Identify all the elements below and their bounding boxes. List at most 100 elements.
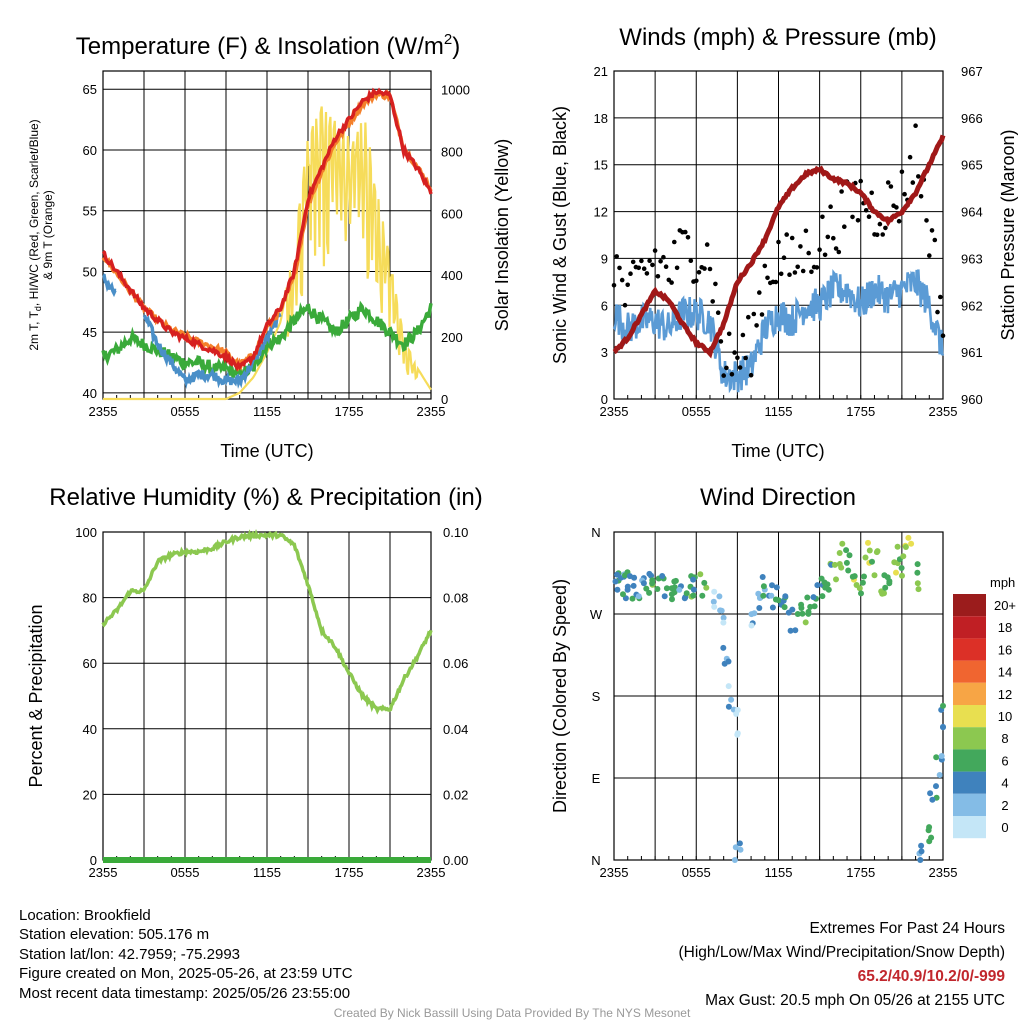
- colorbar-swatch: [953, 594, 986, 617]
- colorbar-label: 20+: [994, 598, 1016, 613]
- wind-direction-point: [699, 592, 706, 599]
- wind-direction-point: [737, 846, 744, 853]
- colorbar-swatch: [953, 749, 986, 772]
- wind-direction-point: [720, 644, 727, 651]
- gust-point: [630, 259, 636, 265]
- colorbar-swatch: [953, 616, 986, 639]
- gust-point: [817, 247, 822, 252]
- gust-point: [800, 268, 806, 274]
- panel3-title: Relative Humidity (%) & Precipitation (i…: [49, 484, 482, 511]
- wind-direction-point: [940, 702, 946, 709]
- y-right-tick-label: 0.02: [443, 787, 468, 802]
- wind-direction-point: [725, 658, 732, 665]
- wind-direction-point: [908, 540, 915, 547]
- wind-direction-point: [845, 567, 852, 574]
- gust-point: [672, 239, 677, 245]
- panel4-title: Wind Direction: [700, 484, 856, 511]
- gust-point: [710, 299, 715, 304]
- gust-point: [839, 189, 844, 194]
- gust-point: [842, 224, 847, 229]
- gust-point: [814, 265, 820, 270]
- wind-direction-point: [731, 857, 738, 863]
- wind-direction-point: [918, 842, 925, 849]
- x-tick-label: 2355: [417, 404, 446, 419]
- y-tick-label: W: [590, 607, 603, 622]
- wind-direction-point: [701, 579, 708, 586]
- x-tick-label: 2355: [417, 865, 446, 880]
- wind-direction-point: [915, 586, 922, 593]
- gust-point: [828, 204, 833, 209]
- wind-direction-point: [838, 564, 845, 571]
- wind-direction-point: [649, 580, 656, 587]
- wind-direction-point: [690, 586, 697, 593]
- x-tick-label: 0555: [682, 404, 711, 419]
- y-tick-label: 40: [83, 722, 97, 737]
- gust-point: [715, 310, 721, 316]
- wind-direction-point: [631, 574, 638, 581]
- gust-point: [809, 269, 814, 275]
- wind-direction-point: [843, 547, 850, 554]
- y-right-tick-label: 0.06: [443, 656, 468, 671]
- wind-direction-point: [734, 731, 741, 738]
- wind-direction-point: [681, 595, 688, 602]
- panel2-xlabel: Time (UTC): [731, 441, 824, 461]
- wind-direction-point: [720, 619, 727, 626]
- wind-direction-point: [833, 576, 839, 583]
- y-right-tick-label: 965: [961, 158, 983, 173]
- gust-point: [614, 254, 619, 259]
- x-tick-label: 0555: [682, 865, 711, 880]
- wind-direction-point: [760, 592, 767, 599]
- y-tick-label: 20: [83, 787, 97, 802]
- wind-direction-point: [859, 579, 866, 586]
- y-tick-label: S: [592, 689, 601, 704]
- wind-direction-point: [940, 723, 946, 730]
- wind-direction-point: [929, 796, 936, 803]
- wind-direction-point: [802, 619, 809, 626]
- gust-point: [836, 249, 842, 255]
- gust-point: [663, 264, 669, 270]
- gust-point: [696, 270, 702, 275]
- gust-point: [855, 218, 861, 223]
- gust-point: [704, 242, 710, 247]
- gust-point: [938, 294, 943, 300]
- gust-point: [935, 309, 940, 315]
- wind-direction-point: [612, 578, 619, 585]
- y-tick-label: 55: [83, 204, 97, 219]
- y-right-tick-label: 962: [961, 298, 983, 313]
- y-tick-label: 50: [83, 264, 97, 279]
- gust-point: [877, 221, 883, 227]
- y-right-tick-label: 964: [961, 205, 983, 220]
- y-right-tick-label: 967: [961, 64, 983, 79]
- wind-direction-point: [630, 582, 637, 589]
- colorbar-label: 12: [998, 687, 1012, 702]
- gust-point: [825, 234, 831, 240]
- colorbar-label: 2: [1001, 798, 1008, 813]
- wind-direction-point: [886, 580, 893, 587]
- wind-direction-point: [769, 604, 776, 611]
- gust-point: [669, 280, 674, 285]
- gust-point: [866, 214, 872, 219]
- wind-direction-point: [671, 584, 678, 591]
- elevation-text: Station elevation: 505.176 m: [19, 926, 210, 944]
- wind-direction-point: [893, 569, 899, 576]
- x-tick-label: 2355: [929, 865, 958, 880]
- gust-point: [863, 208, 869, 213]
- wind-direction-point: [905, 534, 912, 541]
- y-tick-label: 100: [75, 525, 97, 540]
- colorbar-label: 4: [1001, 776, 1008, 791]
- wind-direction-point: [831, 561, 838, 568]
- gust-point: [737, 365, 743, 370]
- gust-point: [661, 254, 666, 260]
- wind-direction-point: [805, 608, 812, 615]
- wind-direction-point: [894, 543, 901, 550]
- panel4-ylabel-left: Direction (Colored By Speed): [550, 579, 570, 813]
- wind-direction-point: [914, 569, 921, 576]
- gust-point: [795, 264, 800, 270]
- wind-direction-point: [725, 683, 732, 690]
- x-tick-label: 0555: [171, 404, 200, 419]
- colorbar-label: 16: [998, 642, 1012, 657]
- x-tick-label: 2355: [929, 404, 958, 419]
- y-tick-label: 0: [601, 392, 608, 407]
- gust-point: [726, 331, 732, 337]
